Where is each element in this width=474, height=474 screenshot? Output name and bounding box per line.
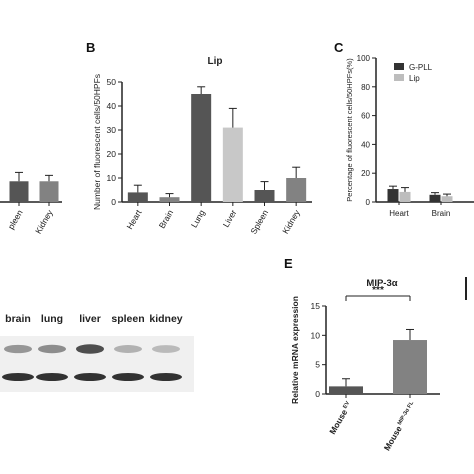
b-y-tick-label: 10 xyxy=(107,173,117,183)
c-y-tick-label: 100 xyxy=(357,54,371,63)
b-x-tick-label: Spleen xyxy=(248,208,270,236)
e-y-tick-label: 10 xyxy=(311,330,321,340)
b-x-tick-label: Liver xyxy=(221,208,239,229)
b-x-tick-label: Brain xyxy=(157,208,176,230)
chart-a-partial: pleen Kidney xyxy=(0,171,62,236)
chart-b-lip: 0 10 20 30 40 50 Number of fluorescent cells/5… xyxy=(92,56,312,236)
c-bar xyxy=(387,189,399,202)
c-bar xyxy=(399,191,411,202)
b-bar xyxy=(159,197,180,202)
c-bar xyxy=(441,196,453,202)
blot-band-row2 xyxy=(150,373,182,381)
blot-lane-label: brain xyxy=(5,313,31,325)
e-title: MIP-3α xyxy=(366,278,397,289)
b-y-axis-label: Number of fluorescent cells/50HPFs xyxy=(92,74,102,210)
e-bar xyxy=(329,386,363,394)
c-x-tick-label: Heart xyxy=(389,209,409,218)
e-y-tick-label: 15 xyxy=(311,301,321,311)
a-bar xyxy=(9,181,29,202)
blot-band-row2 xyxy=(112,373,144,381)
c-legend-swatch xyxy=(394,74,404,81)
b-bar xyxy=(286,178,307,202)
blot-lane-label: spleen xyxy=(111,313,144,325)
b-y-tick-label: 0 xyxy=(111,197,116,207)
blot-band-row1 xyxy=(76,344,104,354)
blot-band-row1 xyxy=(38,344,66,354)
western-blot: brain lung liver spleen kidney xyxy=(0,313,194,392)
panel-label-b: B xyxy=(86,40,95,55)
a-x-tick-label: Kidney xyxy=(33,207,55,235)
c-y-tick-label: 0 xyxy=(366,198,371,207)
e-x-tick-label: Mouse EV xyxy=(327,400,354,436)
b-bar xyxy=(222,127,243,202)
blot-band-row1 xyxy=(114,345,142,353)
c-y-tick-label: 80 xyxy=(361,83,370,92)
b-x-tick-label: Kidney xyxy=(280,207,302,235)
b-y-tick-label: 50 xyxy=(107,77,117,87)
c-legend-swatch xyxy=(394,63,404,70)
c-legend-label: Lip xyxy=(409,74,420,83)
c-y-tick-label: 60 xyxy=(361,112,370,121)
e-sig-stars: *** xyxy=(372,285,384,296)
b-x-tick-label: Lung xyxy=(189,208,207,230)
c-y-tick-label: 40 xyxy=(361,140,370,149)
c-x-tick-label: Brain xyxy=(432,209,451,218)
b-title: Lip xyxy=(208,56,223,67)
a-x-tick-label: pleen xyxy=(6,208,25,231)
blot-band-row1 xyxy=(152,345,180,353)
e-y-axis-label: Relative mRNA expression xyxy=(290,296,300,404)
blot-band-row1 xyxy=(4,344,32,354)
blot-membrane xyxy=(0,336,194,392)
chart-e-mip3a: 0 5 10 15 Relative mRNA expression MIP-3α Mous… xyxy=(290,278,440,452)
blot-band-row2 xyxy=(36,373,68,381)
b-x-tick-label: Heart xyxy=(125,207,144,231)
blot-lane-label: liver xyxy=(79,313,101,325)
c-y-axis-label: Percentage of fluorescent cells/50HPFs(%… xyxy=(345,58,354,202)
blot-lane-label: lung xyxy=(41,313,63,325)
b-bar xyxy=(254,190,275,202)
b-y-tick-label: 30 xyxy=(107,125,117,135)
e-x-tick-label: Mouse MIP-3α FL xyxy=(382,399,418,452)
blot-band-row2 xyxy=(2,373,34,381)
b-y-tick-label: 20 xyxy=(107,149,117,159)
panel-label-e: E xyxy=(284,256,293,271)
b-y-tick-label: 40 xyxy=(107,101,117,111)
blot-band-row2 xyxy=(74,373,106,381)
c-bar xyxy=(429,194,441,202)
b-bar xyxy=(127,192,148,202)
panel-label-c: C xyxy=(334,40,344,55)
blot-lane-label: kidney xyxy=(149,313,182,325)
b-bar xyxy=(191,94,212,202)
c-y-tick-label: 20 xyxy=(361,169,370,178)
e-y-tick-label: 0 xyxy=(315,389,320,399)
c-legend-label: G-PLL xyxy=(409,63,433,72)
a-bar xyxy=(39,181,59,202)
e-y-tick-label: 5 xyxy=(315,360,320,370)
e-bar xyxy=(393,340,427,394)
